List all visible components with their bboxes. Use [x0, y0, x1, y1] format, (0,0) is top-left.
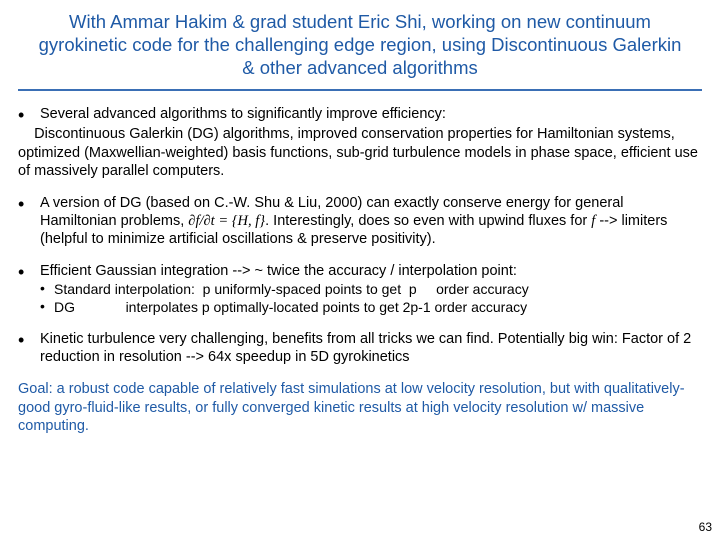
bullet-dot: •: [18, 330, 40, 366]
bullet-3-sub1: • Standard interpolation: p uniformly-sp…: [18, 281, 702, 299]
b2-b: . Interestingly, does so even with upwin…: [265, 213, 591, 229]
bullet-4: • Kinetic turbulence very challenging, b…: [18, 330, 702, 366]
bullet-2: • A version of DG (based on C.-W. Shu & …: [18, 194, 702, 248]
bullet-1-lead: Several advanced algorithms to significa…: [40, 105, 702, 124]
bullet-4-text: Kinetic turbulence very challenging, ben…: [40, 330, 702, 366]
bullet-dot: •: [18, 194, 40, 248]
bullet-3-lead: Efficient Gaussian integration --> ~ twi…: [40, 262, 702, 281]
title-rule: [18, 89, 702, 91]
bullet-1: • Several advanced algorithms to signifi…: [18, 105, 702, 179]
b2-ham: ∂f/∂t = {H, f}: [188, 213, 265, 229]
bullet-dot: •: [18, 105, 40, 124]
b3-s1: Standard interpolation: p uniformly-spac…: [54, 281, 702, 299]
bullet-3: • Efficient Gaussian integration --> ~ t…: [18, 262, 702, 316]
sub-dot: •: [40, 299, 54, 317]
bullet-2-text: A version of DG (based on C.-W. Shu & Li…: [40, 194, 702, 248]
goal-text: Goal: a robust code capable of relativel…: [18, 380, 702, 434]
bullet-1-cont: Discontinuous Galerkin (DG) algorithms, …: [18, 125, 702, 179]
bullet-3-sub2: • DG interpolates p optimally-located po…: [18, 299, 702, 317]
bullet-dot: •: [18, 262, 40, 281]
page-number: 63: [699, 520, 712, 534]
slide-title: With Ammar Hakim & grad student Eric Shi…: [18, 10, 702, 89]
b3-s2: DG interpolates p optimally-located poin…: [54, 299, 702, 317]
sub-dot: •: [40, 281, 54, 299]
